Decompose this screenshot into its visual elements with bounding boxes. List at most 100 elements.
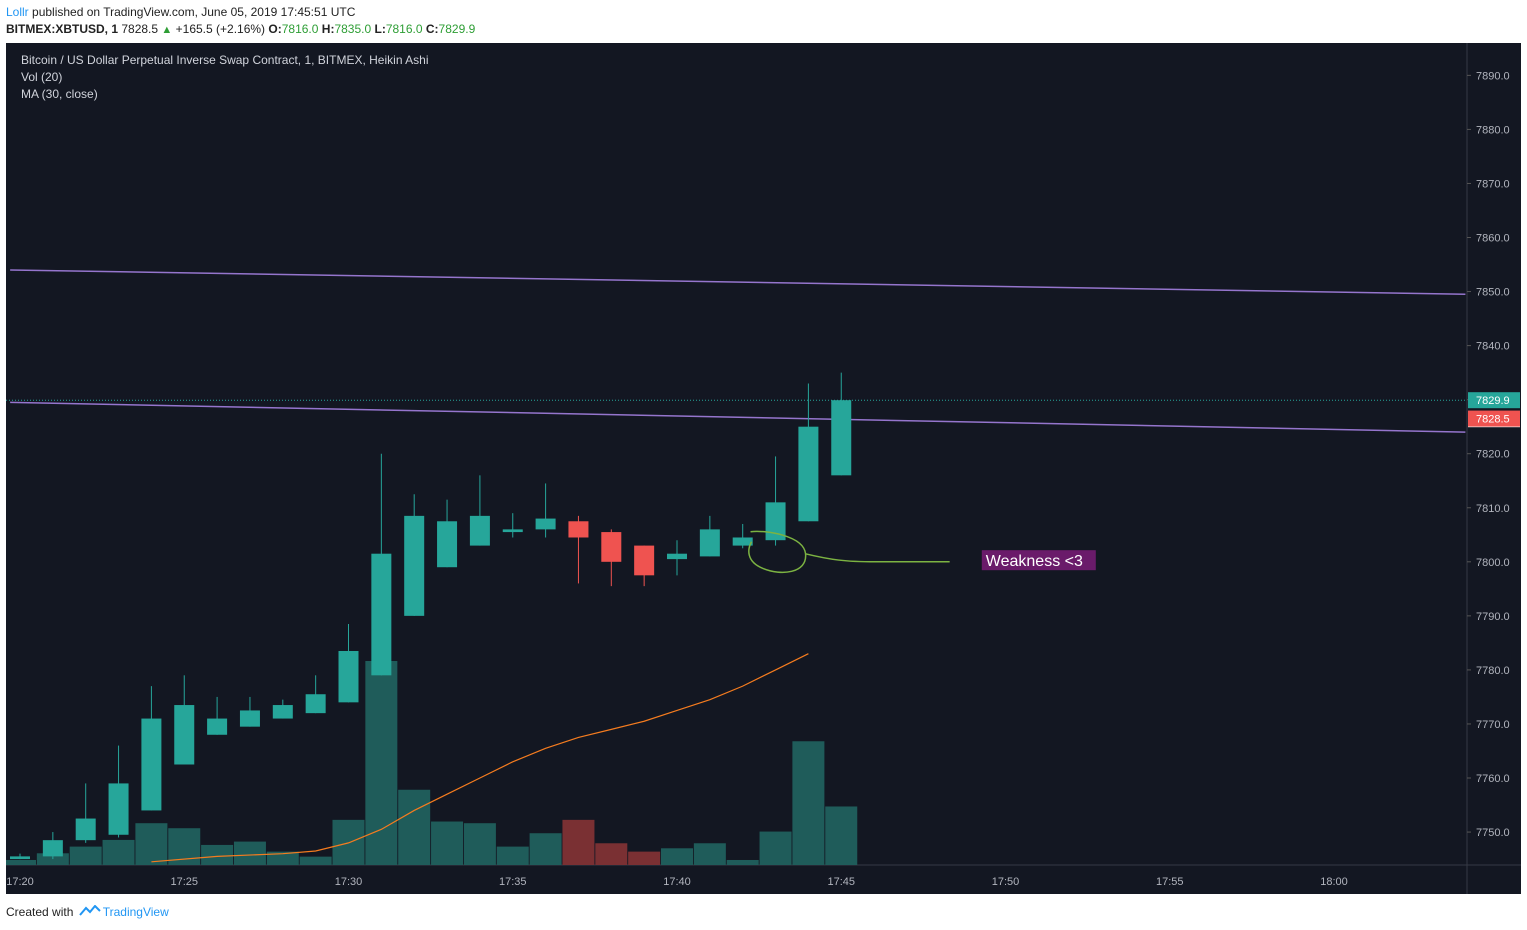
close-value: 7829.9 [438, 22, 476, 36]
ohlc-line: BITMEX:XBTUSD, 1 7828.5 ▲ +165.5 (+2.16%… [6, 22, 475, 36]
volume-bar [463, 823, 496, 865]
chart-area[interactable]: 7750.0 7760.0 7770.0 7780.0 7790.0 7800.0 7810… [4, 43, 1521, 894]
candle-body [732, 537, 753, 546]
volume-bar [825, 806, 858, 865]
footer: Created with TradingView [6, 904, 169, 920]
volume-bar [365, 661, 398, 865]
candle-body [568, 521, 589, 538]
candle-body [798, 426, 819, 522]
y-tick-label: 7760.0 [1476, 773, 1510, 785]
volume-bar [562, 819, 595, 865]
candle-body [10, 856, 30, 860]
volume-bar [726, 859, 759, 865]
candle-body [765, 502, 786, 541]
x-tick-label: 17:45 [827, 876, 855, 888]
y-tick-label: 7840.0 [1476, 341, 1510, 353]
trendline [10, 269, 1466, 296]
y-tick-label: 7850.0 [1476, 287, 1510, 299]
y-tick-label: 7890.0 [1476, 70, 1510, 82]
open-value: 7816.0 [281, 22, 319, 36]
y-tick-label: 7750.0 [1476, 827, 1510, 839]
volume-bar [496, 846, 529, 865]
x-tick-label: 17:25 [170, 876, 198, 888]
candle-body [239, 710, 260, 727]
annotation-line [805, 553, 950, 563]
candle-body [535, 518, 556, 530]
author-link[interactable]: Lollr [6, 5, 29, 19]
trendline [10, 401, 1466, 433]
price-axis-label-close [1468, 392, 1520, 409]
volume-bar [69, 846, 102, 865]
volume-bar [266, 851, 299, 865]
candle-body [42, 840, 63, 857]
candle-body [469, 515, 490, 546]
candle-body [305, 694, 326, 714]
tradingview-link[interactable]: TradingView [102, 905, 169, 919]
candle-body [338, 650, 359, 703]
candle-body [831, 400, 852, 476]
y-tick-label: 7880.0 [1476, 124, 1510, 136]
tradingview-logo-icon [78, 904, 101, 920]
candle-body [272, 705, 293, 719]
annotation-circle [748, 530, 807, 574]
high-value: 7835.0 [334, 22, 372, 36]
published-text: published on TradingView.com, June 05, 2… [32, 5, 356, 19]
x-tick-label: 17:40 [663, 876, 691, 888]
volume-bar [233, 841, 266, 865]
symbol: BITMEX:XBTUSD, 1 [6, 22, 119, 36]
candle-body [404, 515, 425, 616]
volume-bar [299, 856, 332, 865]
volume-legend[interactable]: Vol (20) [21, 70, 63, 84]
candle-body [207, 718, 228, 735]
y-tick-label: 7800.0 [1476, 557, 1510, 569]
price-chart[interactable]: 7750.0 7760.0 7770.0 7780.0 7790.0 7800.0 7810… [4, 43, 1521, 894]
y-tick-label: 7870.0 [1476, 178, 1510, 190]
last-price: 7828.5 [121, 22, 159, 36]
x-tick-label: 17:55 [1156, 876, 1184, 888]
candle-body [699, 529, 720, 557]
price-axis-label-text: 7828.5 [1476, 414, 1510, 426]
low-value: 7816.0 [385, 22, 423, 36]
annotation-label-bg [981, 550, 1096, 571]
y-tick-label: 7810.0 [1476, 503, 1510, 515]
candle-body [601, 532, 622, 562]
volume-bar [595, 843, 628, 865]
candle-body [141, 718, 162, 811]
ma-line [151, 653, 809, 863]
candle-body [634, 545, 655, 576]
volume-bar [398, 789, 431, 865]
low-label: L: [374, 22, 386, 36]
volume-bar [135, 823, 168, 865]
candle-body [108, 783, 129, 835]
annotation-label: Weakness <3 [986, 553, 1083, 570]
chart-title: Bitcoin / US Dollar Perpetual Inverse Sw… [21, 53, 429, 67]
ma-legend[interactable]: MA (30, close) [21, 87, 98, 101]
volume-bar [661, 848, 693, 865]
x-tick-label: 18:00 [1320, 876, 1348, 888]
volume-bar [4, 859, 36, 865]
y-tick-label: 7780.0 [1476, 665, 1510, 677]
price-change: +165.5 (+2.16%) [175, 22, 266, 36]
candle-body [174, 705, 195, 765]
y-tick-label: 7770.0 [1476, 719, 1510, 731]
price-axis-label-last [1468, 410, 1520, 427]
x-tick-label: 17:30 [335, 876, 363, 888]
candle-body [502, 529, 523, 533]
y-tick-label: 7860.0 [1476, 233, 1510, 245]
candle-body [371, 553, 392, 676]
published-line: Lollr published on TradingView.com, June… [6, 5, 355, 19]
high-label: H: [321, 22, 335, 36]
y-tick-label: 7820.0 [1476, 449, 1510, 461]
x-tick-label: 17:35 [499, 876, 527, 888]
y-tick-label: 7790.0 [1476, 611, 1510, 623]
volume-bar [201, 844, 234, 865]
close-label: C: [425, 22, 439, 36]
candle-body [437, 521, 458, 568]
x-tick-label: 17:50 [992, 876, 1020, 888]
volume-bar [628, 851, 661, 865]
volume-bar [693, 843, 726, 865]
x-tick-label: 17:20 [6, 876, 34, 888]
open-label: O: [268, 22, 282, 36]
volume-bar [792, 741, 825, 865]
volume-bar [759, 831, 792, 865]
